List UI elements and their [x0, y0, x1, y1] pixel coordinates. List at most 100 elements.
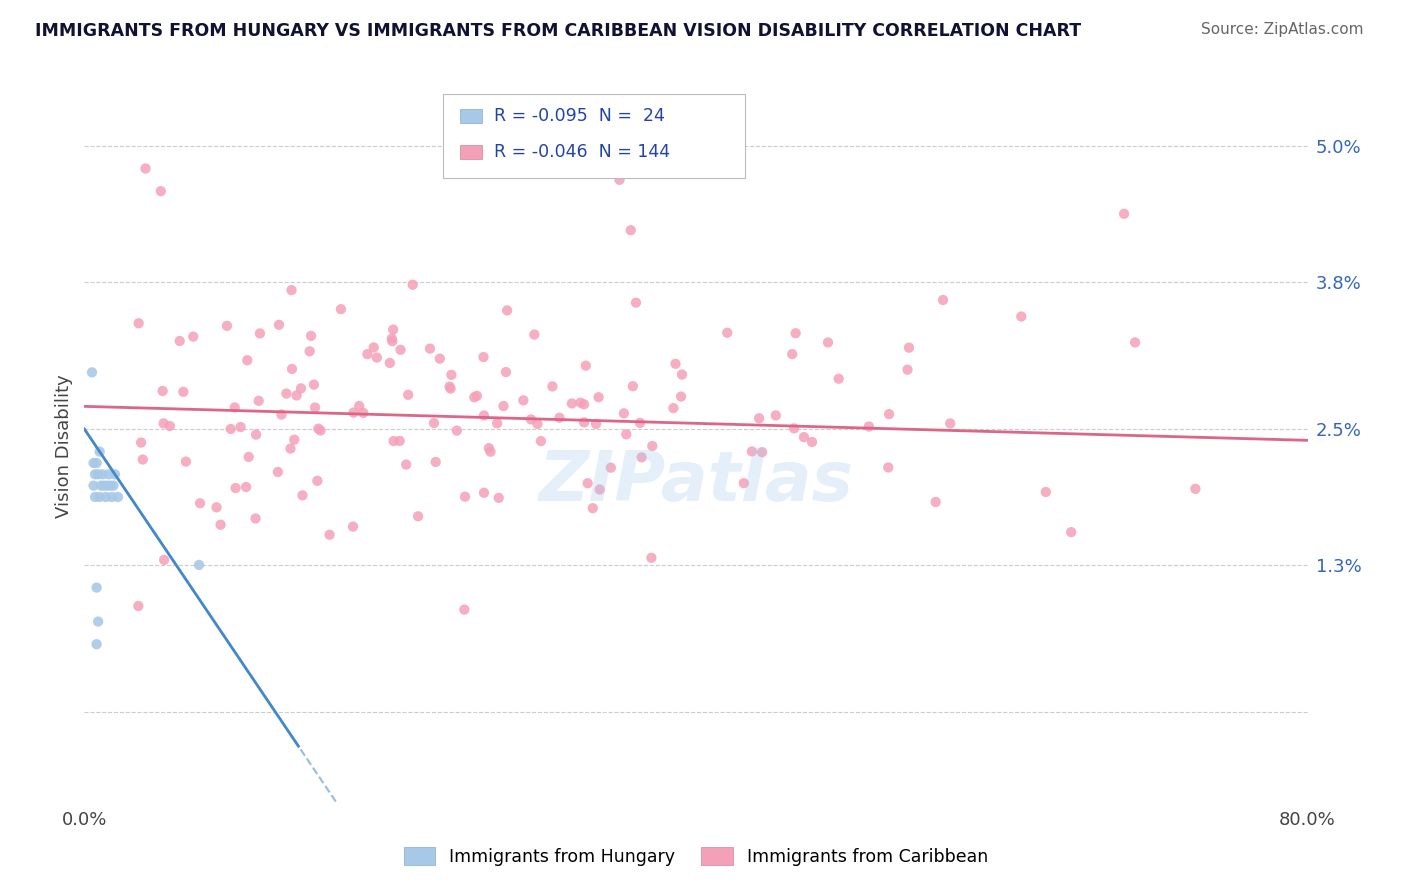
Point — [402, 277, 425, 292]
Point — [245, 427, 267, 442]
Point — [129, 435, 152, 450]
Text: ZIPatlas: ZIPatlas — [538, 448, 853, 516]
Point — [561, 396, 583, 410]
Point — [492, 399, 515, 413]
Point — [512, 393, 534, 408]
Point — [309, 424, 332, 438]
Point — [103, 478, 125, 492]
Point — [628, 416, 651, 430]
Point — [588, 390, 610, 404]
Point — [472, 409, 495, 423]
Point — [86, 637, 108, 651]
Point — [439, 382, 461, 396]
Point — [90, 478, 112, 492]
Point — [174, 454, 197, 468]
Point — [479, 444, 502, 458]
Point — [589, 483, 612, 497]
Point — [378, 356, 401, 370]
Point — [352, 406, 374, 420]
Point — [472, 485, 495, 500]
Point — [281, 362, 304, 376]
Point — [582, 501, 605, 516]
Text: Source: ZipAtlas.com: Source: ZipAtlas.com — [1201, 22, 1364, 37]
Point — [181, 329, 204, 343]
Point — [224, 401, 246, 415]
Point — [93, 478, 115, 492]
Point — [382, 434, 405, 448]
Point — [381, 332, 404, 346]
Point — [569, 395, 592, 409]
Point — [419, 342, 441, 356]
Point — [80, 365, 103, 379]
Point — [939, 417, 962, 431]
Point — [1060, 525, 1083, 540]
Point — [83, 478, 105, 492]
Point — [624, 295, 647, 310]
Point — [465, 389, 488, 403]
Point — [318, 527, 340, 541]
Point — [530, 434, 553, 448]
Point — [307, 422, 329, 436]
Point — [363, 341, 385, 355]
Point — [86, 456, 108, 470]
Point — [425, 455, 447, 469]
Point — [488, 491, 510, 505]
Point — [765, 409, 787, 423]
Point — [877, 407, 900, 421]
Point — [247, 393, 270, 408]
Point — [440, 368, 463, 382]
Point — [94, 490, 117, 504]
Point — [780, 347, 803, 361]
Point — [576, 476, 599, 491]
Point — [662, 401, 685, 416]
Point — [439, 379, 461, 393]
Point — [366, 351, 388, 365]
Point — [548, 410, 571, 425]
Point — [453, 602, 475, 616]
Point — [290, 381, 312, 395]
Point — [135, 161, 157, 176]
Point — [299, 328, 322, 343]
Point — [91, 467, 114, 482]
Point — [149, 184, 172, 198]
Point — [283, 433, 305, 447]
Point — [395, 458, 418, 472]
Point — [245, 511, 267, 525]
Point — [98, 478, 121, 492]
Point — [298, 344, 321, 359]
Point — [285, 388, 308, 402]
Point — [454, 490, 477, 504]
Point — [932, 293, 955, 307]
Point — [630, 450, 652, 465]
Point — [783, 421, 806, 435]
Point — [793, 430, 815, 444]
Y-axis label: Vision Disability: Vision Disability — [55, 374, 73, 518]
Point — [523, 327, 546, 342]
Point — [446, 424, 468, 438]
Point — [97, 467, 120, 482]
Point — [382, 322, 405, 336]
Point — [526, 417, 548, 431]
Point — [127, 599, 149, 613]
Point — [107, 490, 129, 504]
Point — [751, 445, 773, 459]
Point — [235, 480, 257, 494]
Point — [342, 406, 364, 420]
Point — [669, 390, 692, 404]
Point — [104, 467, 127, 482]
Point — [209, 517, 232, 532]
Point — [585, 417, 607, 431]
Point — [291, 488, 314, 502]
Point — [640, 550, 662, 565]
Point — [613, 406, 636, 420]
Point — [215, 318, 238, 333]
Point — [84, 490, 107, 504]
Point — [614, 427, 637, 442]
Point — [599, 460, 621, 475]
Point — [159, 419, 181, 434]
Point — [267, 318, 290, 332]
Point — [388, 434, 411, 448]
Point — [280, 442, 302, 456]
Point — [270, 408, 292, 422]
Point — [733, 476, 755, 491]
